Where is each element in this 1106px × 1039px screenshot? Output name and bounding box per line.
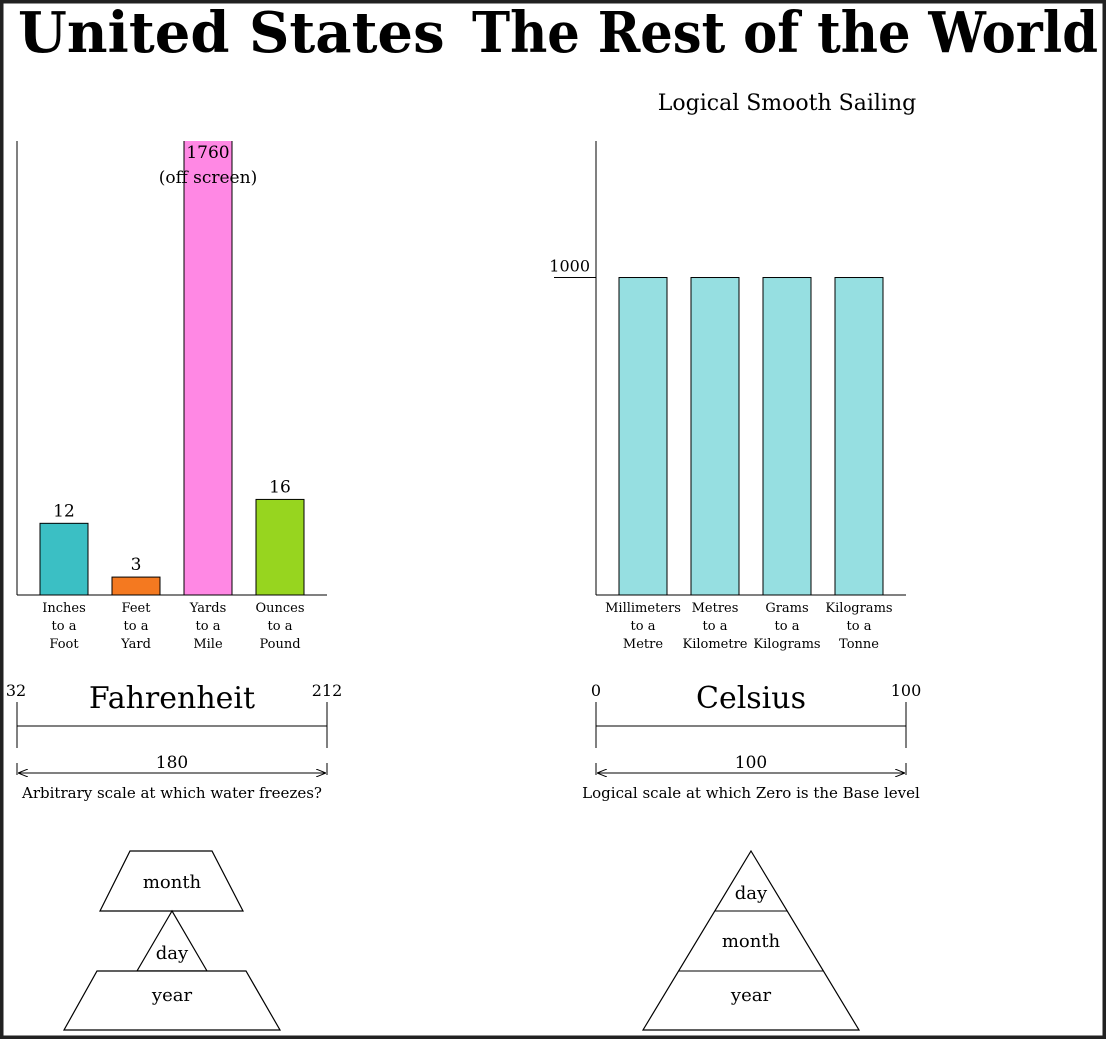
y-tick-label: 1000 xyxy=(549,257,590,276)
scale-min: 0 xyxy=(591,681,601,700)
x-tick-label: Kilograms xyxy=(825,601,892,616)
header: United States xyxy=(18,0,445,66)
scale-name: Fahrenheit xyxy=(89,681,255,716)
x-tick-label: to a xyxy=(847,619,872,634)
x-tick-label: to a xyxy=(268,619,293,634)
scale-min: 32 xyxy=(6,681,26,700)
value-label: 1760 xyxy=(186,143,229,163)
date-shape xyxy=(99,850,244,912)
bar xyxy=(618,277,668,596)
x-tick-label: Yards xyxy=(189,601,227,616)
date-level: year xyxy=(730,985,772,1006)
label-bg xyxy=(729,752,773,772)
x-tick-label: Kilograms xyxy=(753,637,820,652)
bar xyxy=(111,576,161,596)
x-tick-label: to a xyxy=(703,619,728,634)
annotation: (off screen) xyxy=(159,168,257,188)
x-tick-label: to a xyxy=(124,619,149,634)
plot-area xyxy=(39,141,305,596)
bar xyxy=(834,277,884,596)
date-level: year xyxy=(151,985,193,1006)
bar xyxy=(183,141,233,596)
date-level: day xyxy=(156,943,189,964)
x-tick-label: to a xyxy=(775,619,800,634)
bar xyxy=(255,498,305,596)
x-tick-label: Inches xyxy=(42,601,86,616)
date-shape xyxy=(62,970,282,1031)
x-tick-label: Foot xyxy=(49,637,79,652)
x-tick-label: Metre xyxy=(623,637,663,652)
plot-area xyxy=(618,277,884,596)
scale-span: 180 xyxy=(156,753,188,773)
header: The Rest of the World xyxy=(472,0,1098,66)
bar xyxy=(39,522,89,596)
scale-max: 212 xyxy=(312,681,343,700)
scale-caption: Logical scale at which Zero is the Base … xyxy=(582,784,920,802)
scale-max: 100 xyxy=(891,681,922,700)
bar xyxy=(690,277,740,596)
date-shape xyxy=(641,849,861,1031)
x-tick-label: Yard xyxy=(120,637,151,652)
label-bg xyxy=(150,752,194,772)
date-level: month xyxy=(722,931,781,952)
x-tick-label: Pound xyxy=(259,637,300,652)
x-tick-label: Mile xyxy=(193,637,223,652)
chart-subtitle: Logical Smooth Sailing xyxy=(658,91,916,116)
x-tick-label: to a xyxy=(196,619,221,634)
x-tick-label: Metres xyxy=(692,601,739,616)
x-tick-label: to a xyxy=(52,619,77,634)
value-label: 3 xyxy=(131,555,142,575)
value-label: 12 xyxy=(53,501,75,521)
x-tick-label: Ounces xyxy=(255,601,304,616)
x-tick-label: Tonne xyxy=(839,637,879,652)
x-tick-label: Kilometre xyxy=(682,637,747,652)
date-level: month xyxy=(143,872,202,893)
date-level: day xyxy=(735,883,768,904)
scale-name: Celsius xyxy=(696,681,806,716)
scale-span: 100 xyxy=(735,753,767,773)
scale-caption: Arbitrary scale at which water freezes? xyxy=(21,784,322,802)
temperature-scale xyxy=(16,702,907,775)
x-tick-label: Millimeters xyxy=(605,601,681,616)
x-tick-label: Grams xyxy=(765,601,808,616)
value-label: 16 xyxy=(269,477,291,497)
bar xyxy=(762,277,812,596)
x-tick-label: to a xyxy=(631,619,656,634)
x-tick-label: Feet xyxy=(122,601,152,616)
